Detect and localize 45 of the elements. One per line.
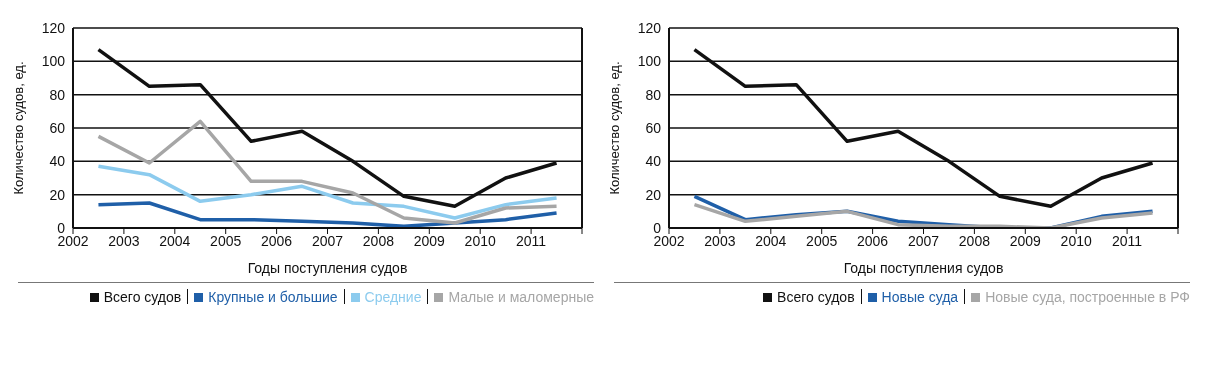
x-tick-label: 2007	[311, 232, 344, 249]
x-tick-label: 2011	[516, 232, 547, 249]
legend-label: Средние	[363, 289, 422, 305]
legend-label: Новые суда	[880, 289, 959, 305]
x-tick-label: 2009	[1009, 232, 1042, 249]
y-tick-label: 60	[645, 119, 662, 136]
y-tick-label: 120	[637, 19, 662, 36]
legend-label: Новые суда, построенные в РФ	[984, 289, 1190, 305]
legend-label: Крупные и большие	[207, 289, 338, 305]
x-tick-label: 2006	[857, 232, 889, 249]
y-tick-label: 40	[49, 153, 66, 170]
y-tick-label: 100	[41, 53, 66, 70]
x-tick-label: 2006	[261, 232, 293, 249]
y-tick-label: 120	[41, 19, 66, 36]
y-tick-label: 80	[645, 86, 662, 103]
line-series	[96, 164, 559, 220]
x-tick-label: 2010	[464, 232, 496, 249]
y-tick-label: 20	[49, 186, 66, 203]
x-tick-label: 2008	[958, 232, 991, 249]
x-tick-label: 2003	[108, 232, 140, 249]
y-axis-title: Количество судов, ед.	[10, 61, 26, 195]
y-axis-title: Количество судов, ед.	[606, 61, 622, 195]
y-tick-label: 60	[49, 119, 66, 136]
x-tick-label: 2004	[159, 232, 191, 249]
y-tick-label: 20	[645, 186, 662, 203]
legend-label: Всего судов	[776, 289, 855, 305]
legend-label: Всего судов	[102, 289, 182, 305]
x-tick-label: 2003	[704, 232, 736, 249]
line-series	[96, 201, 559, 228]
line-series	[96, 119, 559, 225]
x-axis-title: Годы поступления судов	[843, 260, 1004, 276]
x-tick-label: 2010	[1060, 232, 1092, 249]
y-tick-label: 100	[637, 53, 662, 70]
x-tick-label: 2007	[907, 232, 940, 249]
x-tick-label: 2009	[413, 232, 446, 249]
x-axis-title: Годы поступления судов	[247, 260, 408, 276]
y-tick-label: 40	[645, 153, 662, 170]
y-tick-label: 80	[49, 86, 66, 103]
line-series	[692, 202, 1155, 228]
x-tick-label: 2005	[806, 232, 838, 249]
x-tick-label: 2008	[362, 232, 395, 249]
x-tick-label: 2004	[755, 232, 787, 249]
legend-label: Малые и маломерные	[447, 289, 594, 305]
x-tick-label: 2005	[210, 232, 242, 249]
x-tick-label: 2011	[1112, 232, 1143, 249]
